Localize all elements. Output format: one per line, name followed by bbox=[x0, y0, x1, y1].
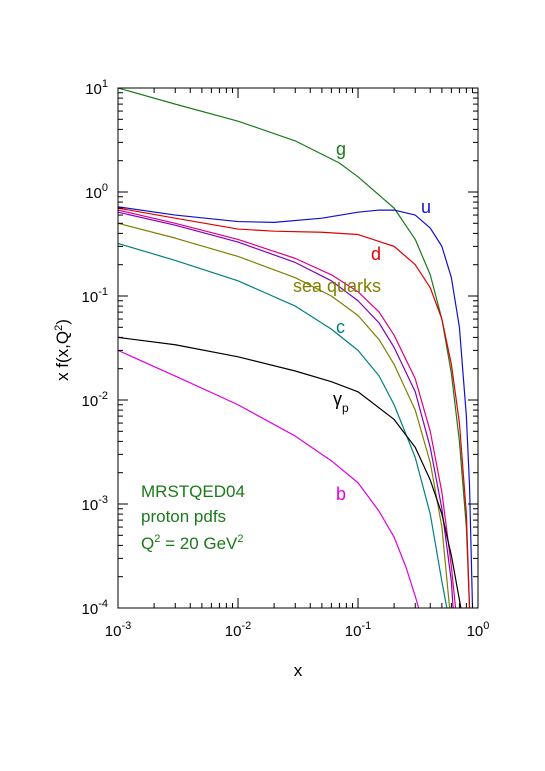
note-line3-mid: = 20 GeV bbox=[160, 534, 238, 553]
label-gamma-p: γp bbox=[333, 389, 349, 415]
label-gamma-sub: p bbox=[342, 401, 349, 415]
curves-group bbox=[118, 88, 474, 608]
y-tick-label: 10-4 bbox=[82, 598, 108, 618]
y-tick-label: 10-3 bbox=[82, 494, 108, 514]
note-line1: MRSTQED04 bbox=[141, 482, 245, 501]
y-tick-label: 101 bbox=[85, 78, 108, 98]
series-line-c bbox=[118, 242, 448, 608]
x-tick-label: 10-3 bbox=[105, 620, 131, 640]
plot-frame bbox=[117, 87, 479, 609]
series-line-u bbox=[118, 206, 474, 608]
note-line3-sup1: 2 bbox=[154, 533, 160, 545]
x-tick-label: 10-2 bbox=[225, 620, 251, 640]
x-axis-title: x bbox=[294, 661, 303, 680]
y-tick-label: 10-1 bbox=[82, 286, 108, 306]
x-tick-label: 100 bbox=[467, 620, 490, 640]
series-line-d bbox=[118, 207, 471, 608]
label-sea-quarks: sea quarks bbox=[293, 276, 381, 296]
series-line-sea-quarks bbox=[118, 222, 451, 608]
y-tick-label: 10-2 bbox=[82, 390, 108, 410]
y-axis-title-sup: 2 bbox=[53, 325, 65, 331]
label-gamma-main: γ bbox=[333, 389, 342, 409]
note-line2: proton pdfs bbox=[141, 507, 226, 526]
series-line-u-bar bbox=[118, 209, 457, 608]
y-tick-label: 100 bbox=[85, 182, 108, 202]
label-u: u bbox=[421, 197, 431, 217]
x-tick-label: 10-1 bbox=[345, 620, 371, 640]
series-line-g bbox=[118, 88, 471, 608]
series-line-b bbox=[118, 349, 420, 608]
y-axis-title: x f(x,Q2) bbox=[53, 319, 72, 381]
note-line3-sup2: 2 bbox=[237, 533, 243, 545]
label-b: b bbox=[336, 484, 346, 504]
note-line3: Q2 = 20 GeV2 bbox=[141, 533, 244, 553]
label-c: c bbox=[336, 317, 345, 337]
note-line3-prefix: Q bbox=[141, 534, 154, 553]
y-axis-title-main: x f(x,Q bbox=[53, 331, 72, 381]
series-line-d-bar bbox=[118, 211, 454, 608]
series-line-gamma_p bbox=[118, 336, 462, 608]
label-d: d bbox=[371, 244, 381, 264]
y-axis-title-close: ) bbox=[53, 319, 72, 325]
label-g: g bbox=[336, 139, 346, 159]
